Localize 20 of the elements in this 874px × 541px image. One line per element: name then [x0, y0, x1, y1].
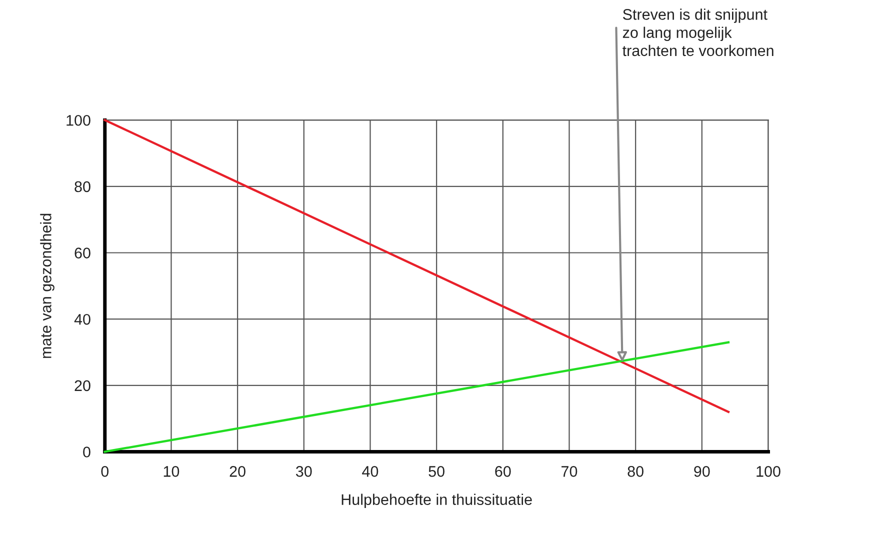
- y-tick-label: 0: [83, 446, 90, 458]
- y-tick-label: 60: [74, 248, 90, 258]
- x-tick-label: 70: [562, 466, 578, 477]
- x-tick-label: 90: [694, 466, 710, 477]
- x-tick-label: 0: [101, 466, 109, 477]
- y-tick-label: 80: [74, 181, 90, 192]
- x-tick-label: 10: [164, 466, 180, 477]
- x-tick-label: 60: [495, 466, 511, 477]
- y-axis-title: mate van gezondheid: [40, 214, 54, 358]
- y-tick-label: 100: [66, 114, 90, 126]
- x-tick-label: 50: [428, 466, 444, 477]
- x-tick-label: 30: [296, 466, 312, 477]
- y-tick-label: 20: [74, 380, 90, 392]
- x-axis-title: Hulpbehoefte in thuissituatie: [342, 494, 532, 508]
- annotation: Streven is dit snijpunt zo lang mogelijk trachten te voorkomen: [622, 8, 774, 56]
- y-tick-label: 40: [74, 314, 90, 325]
- x-tick-label: 100: [756, 466, 780, 477]
- x-tick-label: 40: [362, 466, 378, 477]
- x-tick-label: 20: [230, 466, 246, 477]
- x-tick-label: 80: [628, 466, 644, 477]
